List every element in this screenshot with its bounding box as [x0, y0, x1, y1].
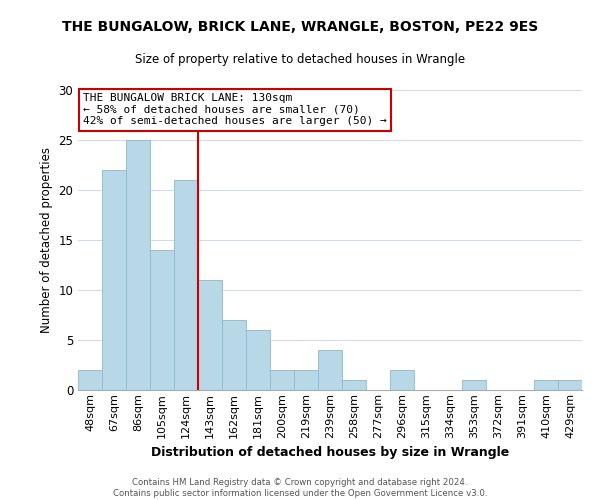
Text: THE BUNGALOW BRICK LANE: 130sqm
← 58% of detached houses are smaller (70)
42% of: THE BUNGALOW BRICK LANE: 130sqm ← 58% of…	[83, 93, 387, 126]
Bar	[318, 350, 342, 390]
Bar	[174, 180, 198, 390]
X-axis label: Distribution of detached houses by size in Wrangle: Distribution of detached houses by size …	[151, 446, 509, 459]
Bar	[126, 140, 150, 390]
Bar	[462, 380, 486, 390]
Text: THE BUNGALOW, BRICK LANE, WRANGLE, BOSTON, PE22 9ES: THE BUNGALOW, BRICK LANE, WRANGLE, BOSTO…	[62, 20, 538, 34]
Text: Size of property relative to detached houses in Wrangle: Size of property relative to detached ho…	[135, 52, 465, 66]
Bar	[222, 320, 246, 390]
Bar	[78, 370, 102, 390]
Bar	[534, 380, 558, 390]
Bar	[102, 170, 126, 390]
Bar	[342, 380, 366, 390]
Bar	[246, 330, 270, 390]
Bar	[150, 250, 174, 390]
Text: Contains HM Land Registry data © Crown copyright and database right 2024.
Contai: Contains HM Land Registry data © Crown c…	[113, 478, 487, 498]
Y-axis label: Number of detached properties: Number of detached properties	[40, 147, 53, 333]
Bar	[558, 380, 582, 390]
Bar	[270, 370, 294, 390]
Bar	[198, 280, 222, 390]
Bar	[390, 370, 414, 390]
Bar	[294, 370, 318, 390]
